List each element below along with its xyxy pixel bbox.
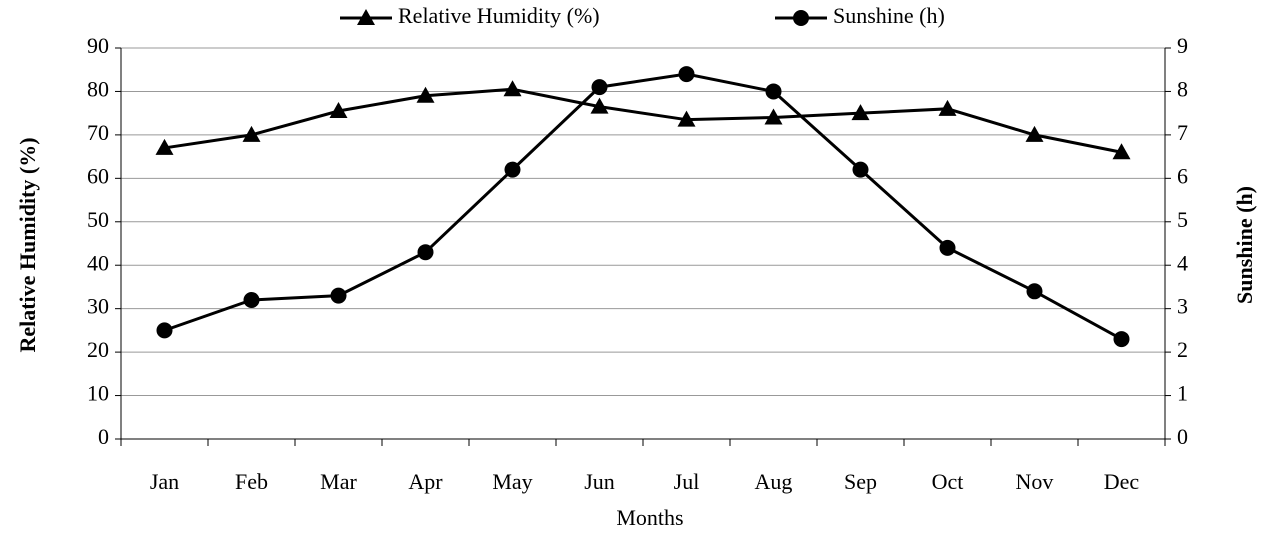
y-tick-label: 40 (87, 250, 109, 275)
data-point (329, 101, 348, 118)
x-tick-label: May (492, 469, 532, 494)
x-tick-label: Nov (1016, 469, 1054, 494)
x-tick-label: Aug (755, 469, 793, 494)
data-point (1025, 125, 1044, 142)
data-point (1026, 283, 1043, 300)
y2-tick-label: 0 (1177, 424, 1188, 449)
x-tick-label: Mar (320, 469, 357, 494)
data-point (851, 104, 870, 121)
y-tick-label: 60 (87, 163, 109, 188)
series-line (164, 87, 1122, 154)
y-tick-label: 90 (87, 33, 109, 58)
y2-tick-label: 2 (1177, 337, 1188, 362)
data-point (156, 322, 173, 339)
y2-tick-label: 6 (1177, 163, 1188, 188)
x-tick-label: Apr (408, 469, 443, 494)
y2-tick-label: 8 (1177, 76, 1188, 101)
data-point (1113, 331, 1130, 348)
x-axis-title: Months (616, 505, 683, 530)
y-tick-label: 80 (87, 76, 109, 101)
legend-label: Relative Humidity (%) (398, 3, 600, 28)
y-tick-label: 0 (98, 424, 109, 449)
y2-tick-label: 1 (1177, 381, 1188, 406)
y2-tick-label: 4 (1177, 250, 1188, 275)
y2-axis-title: Sunshine (h) (1232, 186, 1257, 304)
y2-tick-label: 5 (1177, 207, 1188, 232)
data-point (678, 66, 695, 83)
data-point (417, 244, 434, 261)
legend-marker (793, 10, 809, 26)
legend-label: Sunshine (h) (833, 3, 945, 28)
data-point (504, 161, 521, 178)
data-point (243, 291, 260, 308)
y-tick-label: 70 (87, 120, 109, 145)
data-point (503, 80, 522, 97)
x-tick-label: Sep (844, 469, 877, 494)
series-line (164, 72, 1123, 341)
y-axis-title: Relative Humidity (%) (15, 137, 40, 352)
data-point (590, 97, 609, 114)
data-point (416, 86, 435, 103)
data-point (330, 287, 347, 304)
data-point (242, 125, 261, 142)
data-point (677, 110, 696, 127)
y-tick-label: 30 (87, 294, 109, 319)
y-tick-label: 10 (87, 381, 109, 406)
x-tick-label: Jun (584, 469, 615, 494)
data-point (591, 79, 608, 96)
x-tick-label: Dec (1104, 469, 1140, 494)
data-point (764, 108, 783, 125)
x-tick-label: Jul (674, 469, 700, 494)
y-tick-label: 20 (87, 337, 109, 362)
x-tick-label: Jan (150, 469, 179, 494)
y2-tick-label: 7 (1177, 120, 1188, 145)
y-tick-label: 50 (87, 207, 109, 232)
x-tick-label: Oct (932, 469, 964, 494)
data-point (765, 83, 782, 100)
legend-marker (357, 9, 375, 25)
y2-tick-label: 9 (1177, 33, 1188, 58)
data-point (155, 138, 174, 155)
data-point (938, 99, 957, 116)
data-point (852, 161, 869, 178)
data-point (1112, 143, 1131, 160)
y2-tick-label: 3 (1177, 294, 1188, 319)
data-point (939, 239, 956, 256)
x-tick-label: Feb (235, 469, 268, 494)
